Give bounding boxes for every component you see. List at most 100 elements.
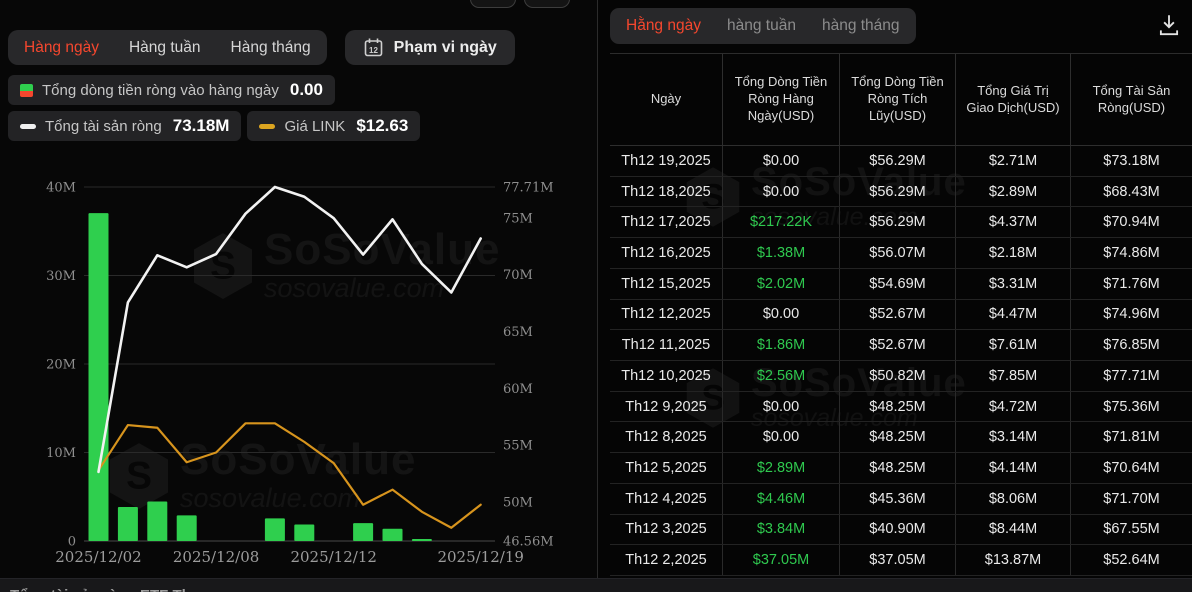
value-traded-cell: $7.61M bbox=[956, 330, 1071, 361]
tab-weekly[interactable]: hàng tuần bbox=[726, 17, 796, 34]
tab-daily[interactable]: Hàng ngày bbox=[24, 38, 99, 56]
table-row: Th12 5,2025 $2.89M $48.25M $4.14M $70.64M bbox=[610, 453, 1192, 484]
svg-text:65M: 65M bbox=[503, 325, 533, 340]
table-row: Th12 12,2025 $0.00 $52.67M $4.47M $74.96M bbox=[610, 299, 1192, 331]
value-traded-cell: $4.37M bbox=[956, 207, 1071, 238]
download-icon bbox=[1159, 15, 1179, 36]
date-cell: Th12 9,2025 bbox=[610, 391, 723, 422]
daily-netflow-cell: $2.89M bbox=[723, 453, 840, 483]
date-cell: Th12 8,2025 bbox=[610, 422, 723, 453]
table-row: Th12 15,2025 $2.02M $54.69M $3.31M $71.76M bbox=[610, 268, 1192, 300]
net-assets-cell: $71.70M bbox=[1103, 490, 1160, 507]
svg-text:12: 12 bbox=[369, 46, 378, 55]
daily-netflow-cell: $2.02M bbox=[723, 268, 840, 299]
table-row: Th12 19,2025 $0.00 $56.29M $2.71M $73.18M bbox=[610, 146, 1192, 177]
net-assets-cell: $71.81M bbox=[1103, 429, 1160, 446]
net-assets-cell: $74.96M bbox=[1103, 306, 1160, 323]
tab-monthly[interactable]: hàng tháng bbox=[821, 17, 900, 34]
cumulative-netflow-cell: $45.36M bbox=[840, 483, 956, 514]
value-traded-cell: $3.31M bbox=[956, 268, 1071, 299]
table-row: Th12 17,2025 $217.22K $56.29M $4.37M $70.94M bbox=[610, 207, 1192, 239]
date-cell: Th12 16,2025 bbox=[610, 238, 723, 268]
daily-netflow-cell: $0.00 bbox=[723, 391, 840, 422]
daily-netflow-cell: $0.00 bbox=[723, 146, 840, 176]
cumulative-netflow-cell: $52.67M bbox=[840, 330, 956, 361]
net-assets-cell: $68.43M bbox=[1103, 183, 1160, 200]
table-row: Th12 16,2025 $1.38M $56.07M $2.18M $74.86M bbox=[610, 238, 1192, 269]
svg-text:2025/12/08: 2025/12/08 bbox=[173, 548, 259, 566]
tab-weekly[interactable]: Hàng tuần bbox=[128, 38, 201, 56]
column-header-cumulative-netflow: Tổng Dòng Tiền Ròng Tích Lũy(USD) bbox=[840, 54, 956, 145]
cumulative-netflow-cell: $40.90M bbox=[840, 514, 956, 545]
date-cell: Th12 18,2025 bbox=[610, 176, 723, 207]
cumulative-netflow-cell: $56.29M bbox=[840, 176, 956, 207]
date-cell: Th12 15,2025 bbox=[610, 268, 723, 299]
cumulative-netflow-cell: $37.05M bbox=[840, 545, 956, 576]
cumulative-netflow-cell: $50.82M bbox=[840, 361, 956, 391]
download-button[interactable] bbox=[1156, 12, 1182, 41]
daily-netflow-cell: $0.00 bbox=[723, 422, 840, 453]
cumulative-netflow-cell: $48.25M bbox=[840, 391, 956, 422]
table-row: Th12 9,2025 $0.00 $48.25M $4.72M $75.36M bbox=[610, 391, 1192, 423]
net-assets-cell: $52.64M bbox=[1103, 552, 1160, 569]
cumulative-netflow-cell: $48.25M bbox=[840, 453, 956, 483]
net-assets-cell: $76.85M bbox=[1103, 337, 1160, 354]
date-cell: Th12 11,2025 bbox=[610, 330, 723, 361]
svg-text:55M: 55M bbox=[503, 439, 533, 454]
white-dash-icon bbox=[20, 123, 36, 129]
svg-text:40M: 40M bbox=[46, 181, 76, 196]
date-cell: Th12 4,2025 bbox=[610, 483, 723, 514]
svg-text:60M: 60M bbox=[503, 382, 533, 397]
svg-text:20M: 20M bbox=[46, 358, 76, 373]
calendar-icon: 12 bbox=[364, 38, 382, 57]
date-cell: Th12 10,2025 bbox=[610, 361, 723, 391]
svg-text:46.56M: 46.56M bbox=[503, 535, 554, 550]
date-cell: Th12 19,2025 bbox=[610, 146, 723, 176]
table-row: Th12 4,2025 $4.46M $45.36M $8.06M $71.70M bbox=[610, 483, 1192, 515]
legend-total-net-assets[interactable]: Tổng tài sản ròng 73.18M bbox=[8, 111, 242, 141]
date-range-label: Phạm vi ngày bbox=[393, 38, 497, 56]
column-header-value-traded: Tổng Giá Trị Giao Dịch(USD) bbox=[956, 54, 1071, 145]
next-section-title-partial: Tổng tài sản ròng ETF Th bbox=[0, 579, 1192, 592]
svg-text:70M: 70M bbox=[503, 268, 533, 283]
svg-text:75M: 75M bbox=[503, 211, 533, 226]
date-range-button[interactable]: 12 Phạm vi ngày bbox=[344, 30, 515, 65]
svg-text:2025/12/12: 2025/12/12 bbox=[290, 548, 376, 566]
daily-netflow-cell: $0.00 bbox=[723, 299, 840, 330]
net-assets-cell: $77.71M bbox=[1103, 367, 1160, 384]
date-cell: Th12 3,2025 bbox=[610, 514, 723, 545]
value-traded-cell: $2.71M bbox=[956, 146, 1071, 176]
daily-netflow-cell: $2.56M bbox=[723, 361, 840, 391]
value-traded-cell: $13.87M bbox=[956, 545, 1071, 576]
column-header-date: Ngày bbox=[610, 54, 723, 145]
flows-chart-canvas[interactable]: 40M 30M 20M 10M 0 77.71M 75M 70M 65M 60M 55M 50M 46.… bbox=[0, 150, 598, 578]
column-header-daily-netflow: Tổng Dòng Tiền Ròng Hàng Ngày(USD) bbox=[723, 54, 840, 145]
net-assets-cell: $74.86M bbox=[1103, 245, 1160, 262]
value-traded-cell: $2.18M bbox=[956, 238, 1071, 268]
legend-link-price[interactable]: Giá LINK $12.63 bbox=[247, 111, 421, 141]
legend-value: 73.18M bbox=[172, 116, 230, 135]
legend-daily-netflow[interactable]: Tổng dòng tiền ròng vào hàng ngày 0.00 bbox=[8, 75, 335, 105]
next-section-partial: Tổng tài sản ròng ETF Th bbox=[0, 578, 1192, 592]
svg-text:30M: 30M bbox=[46, 269, 76, 284]
daily-netflow-cell: $1.86M bbox=[723, 330, 840, 361]
orange-dash-icon bbox=[259, 123, 276, 129]
bar-updown-icon bbox=[20, 83, 33, 97]
svg-text:50M: 50M bbox=[503, 495, 533, 510]
tab-monthly[interactable]: Hàng tháng bbox=[230, 38, 311, 56]
svg-text:2025/12/02: 2025/12/02 bbox=[55, 548, 141, 566]
value-traded-cell: $8.06M bbox=[956, 483, 1071, 514]
tab-daily[interactable]: Hằng ngày bbox=[626, 17, 701, 34]
net-assets-cell: $67.55M bbox=[1103, 521, 1160, 538]
table-row: Th12 10,2025 $2.56M $50.82M $7.85M $77.71M bbox=[610, 361, 1192, 392]
value-traded-cell: $4.72M bbox=[956, 391, 1071, 422]
toolbar-button-partial[interactable] bbox=[470, 0, 516, 8]
table-row: Th12 18,2025 $0.00 $56.29M $2.89M $68.43M bbox=[610, 176, 1192, 208]
daily-netflow-cell: $1.38M bbox=[723, 238, 840, 268]
daily-netflow-cell: $3.84M bbox=[723, 514, 840, 545]
table-header-row: Ngày Tổng Dòng Tiền Ròng Hàng Ngày(USD) … bbox=[610, 53, 1192, 146]
toolbar-button-partial[interactable] bbox=[524, 0, 570, 8]
date-cell: Th12 5,2025 bbox=[610, 453, 723, 483]
net-assets-cell: $70.94M bbox=[1103, 214, 1160, 231]
